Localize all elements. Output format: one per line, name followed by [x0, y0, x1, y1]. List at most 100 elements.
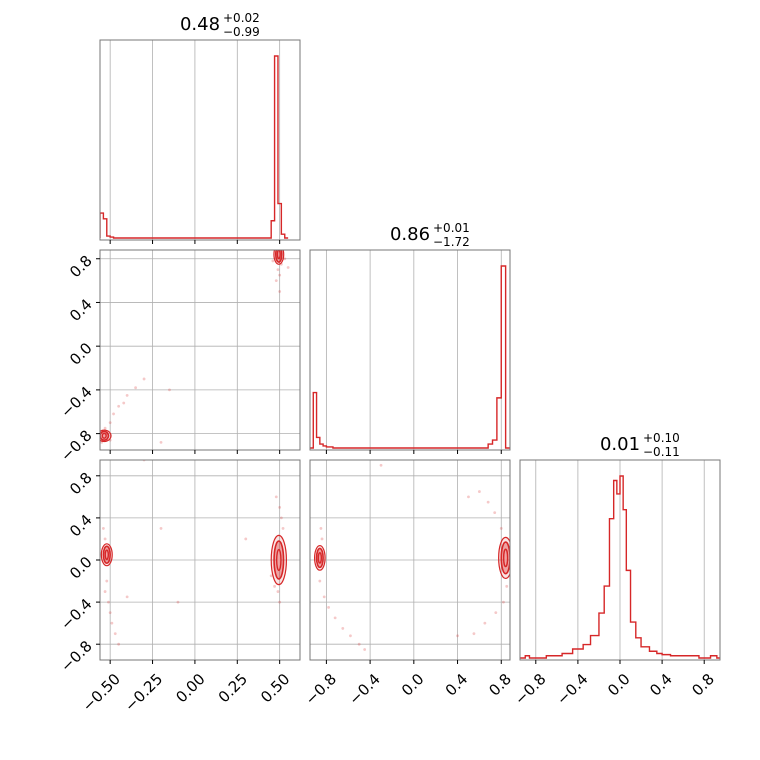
sample-point: [107, 600, 110, 604]
x-tick-label: 0.50: [257, 670, 293, 706]
panel-0-0: [99, 39, 301, 244]
y-tick-label: −0.4: [57, 595, 95, 633]
sample-point: [125, 595, 129, 599]
panel-content: [100, 244, 290, 444]
panel-1-1: [309, 249, 511, 454]
panel-2-0: [96, 459, 301, 664]
title-plus-0: +0.02: [223, 11, 260, 25]
histogram-step: [100, 55, 289, 239]
x-tick-label: −0.8: [511, 670, 549, 708]
sample-point: [477, 490, 481, 493]
sample-point: [322, 595, 326, 599]
panels: −0.50−0.25 0.00 0.25 0.50 −0.8 −0.4 0.0 0.4 0.8−…: [57, 39, 721, 715]
svg-text:0.01: 0.01: [600, 434, 640, 455]
sample-point: [103, 537, 107, 541]
contour-inner: [101, 432, 107, 439]
y-tick-label: 0.0: [66, 339, 96, 369]
sample-point: [273, 584, 276, 588]
sample-point: [502, 600, 505, 604]
x-tick-label: 0.25: [215, 670, 251, 706]
panel-frame: [309, 459, 511, 661]
sample-point: [101, 527, 105, 530]
panel-2-2: [519, 459, 721, 664]
panel-1-0: [96, 244, 301, 454]
sample-point: [113, 632, 117, 636]
sample-point: [456, 634, 459, 638]
sample-point: [103, 426, 107, 430]
panel-content: [100, 460, 288, 646]
sample-point: [244, 537, 248, 541]
sample-point: [117, 404, 121, 408]
contour-inner: [276, 250, 281, 260]
sample-point: [341, 627, 345, 630]
sample-point: [278, 600, 282, 604]
sample-point: [286, 266, 290, 269]
sample-point: [278, 505, 282, 509]
panel-2-1: [309, 459, 511, 664]
sample-point: [159, 440, 163, 444]
y-tick-label: −0.8: [57, 637, 95, 675]
panel-content: [100, 55, 289, 239]
sample-point: [318, 579, 322, 583]
sample-point: [122, 401, 126, 405]
sample-point: [103, 590, 107, 593]
sample-point: [108, 421, 112, 425]
x-tick-label: −0.4: [345, 670, 383, 708]
sample-point: [274, 279, 278, 283]
sample-point: [176, 600, 180, 604]
contour-inner: [275, 548, 282, 572]
sample-point: [108, 611, 112, 615]
title-plus-1: +0.01: [433, 221, 470, 235]
x-tick-label: 0.8: [688, 670, 718, 700]
panel-frame: [99, 39, 301, 241]
sample-point: [110, 621, 114, 625]
x-tick-label: 0.0: [398, 670, 428, 700]
sample-point: [379, 463, 383, 467]
sample-point: [276, 268, 280, 272]
histogram-step: [520, 475, 720, 659]
sample-point: [483, 621, 487, 625]
sample-point: [269, 574, 273, 578]
sample-point: [273, 244, 276, 247]
sample-point: [279, 516, 283, 520]
sample-point: [333, 616, 337, 620]
sample-point: [494, 611, 498, 615]
sample-point: [278, 290, 282, 293]
y-tick-label: −0.8: [57, 427, 95, 465]
title-value-0: 0.48: [180, 14, 220, 35]
x-tick-label: −0.8: [302, 670, 340, 708]
y-tick-label: 0.4: [66, 511, 96, 541]
sample-point: [125, 393, 129, 397]
x-tick-label: −0.4: [553, 670, 591, 708]
svg-text:0.86: 0.86: [390, 224, 430, 245]
sample-point: [274, 495, 278, 499]
contour-inner: [104, 549, 110, 561]
x-tick-label: −0.25: [121, 670, 166, 715]
sample-point: [159, 527, 163, 530]
sample-point: [486, 500, 490, 504]
sample-point: [276, 590, 280, 593]
title-plus-2: +0.10: [643, 431, 680, 445]
sample-point: [105, 579, 109, 583]
contour-inner: [317, 551, 323, 564]
title-param-0: 0.48 +0.02 −0.99: [180, 11, 260, 39]
x-tick-label: 0.4: [646, 670, 676, 700]
title-value-2: 0.01: [600, 434, 640, 455]
sample-point: [142, 377, 146, 381]
sample-point: [168, 388, 171, 392]
title-minus-0: −0.99: [223, 25, 260, 39]
panel-frame: [99, 249, 301, 451]
y-tick-label: 0.8: [66, 252, 96, 282]
panel-content: [520, 475, 720, 659]
y-tick-label: −0.4: [57, 383, 95, 421]
sample-point: [112, 412, 115, 416]
contour-inner: [502, 548, 509, 568]
sample-point: [363, 648, 367, 651]
sample-point: [282, 245, 285, 248]
sample-point: [319, 527, 323, 530]
sample-point: [117, 642, 121, 646]
sample-point: [499, 527, 503, 530]
y-tick-label: 0.8: [66, 469, 96, 499]
title-param-2: 0.01 +0.10 −0.11: [600, 431, 680, 459]
sample-point: [271, 259, 275, 263]
